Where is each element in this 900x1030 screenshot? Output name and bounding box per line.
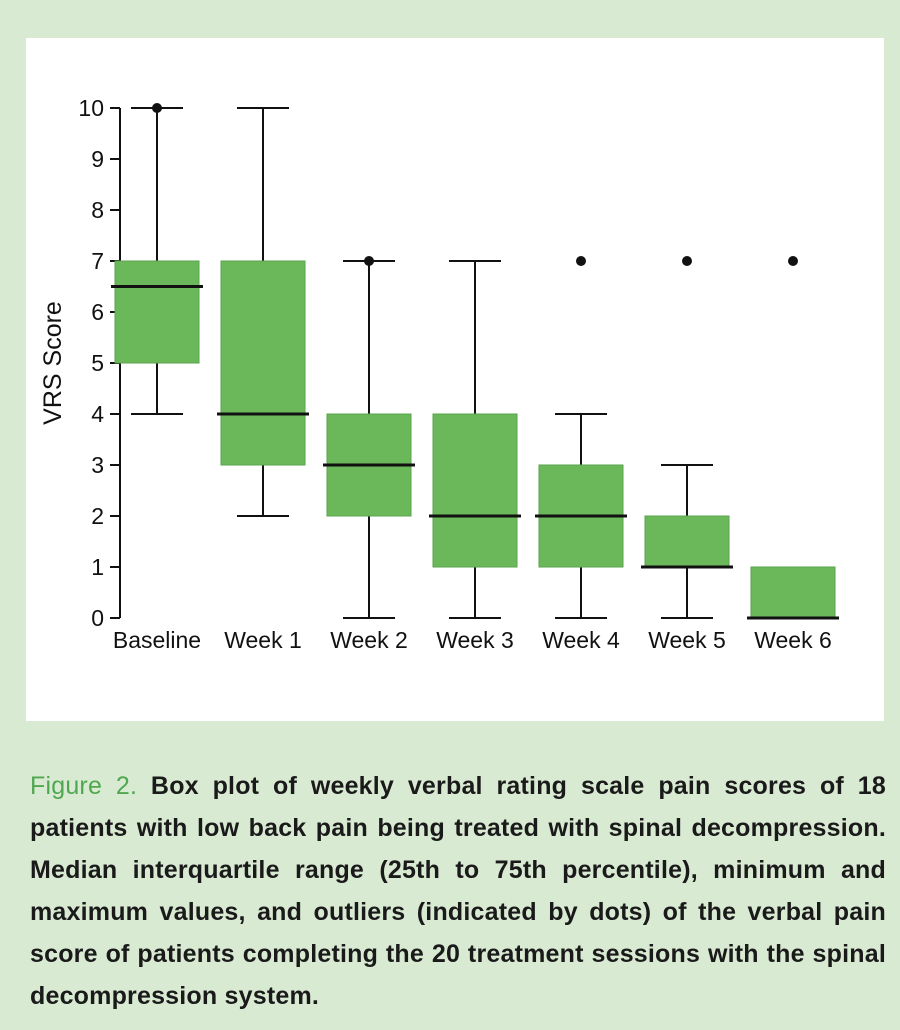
x-tick-label: Baseline bbox=[113, 627, 201, 653]
y-tick-label: 5 bbox=[91, 350, 104, 376]
y-tick-label: 7 bbox=[91, 248, 104, 274]
iqr-box bbox=[220, 260, 306, 466]
chart-panel: 0 1 2 3 4 5 6 7 8 9 10 VRS Score Baseline Week 1 Week … bbox=[26, 38, 884, 721]
x-tick-label: Week 4 bbox=[542, 627, 620, 653]
outlier-dot bbox=[576, 256, 586, 266]
y-tick-label: 9 bbox=[91, 146, 104, 172]
iqr-box bbox=[432, 413, 518, 568]
x-tick-label: Week 3 bbox=[436, 627, 514, 653]
y-tick-label: 4 bbox=[91, 401, 104, 427]
caption-lead: Figure 2. bbox=[30, 772, 138, 800]
iqr-box bbox=[644, 515, 730, 568]
y-tick-label: 1 bbox=[91, 554, 104, 580]
outlier-dot bbox=[152, 103, 162, 113]
outlier-dot bbox=[682, 256, 692, 266]
y-tick-label: 2 bbox=[91, 503, 104, 529]
caption-text: Box plot of weekly verbal rating scale p… bbox=[30, 772, 886, 1010]
y-tick-label: 0 bbox=[91, 605, 104, 631]
y-tick-label: 3 bbox=[91, 452, 104, 478]
x-tick-label: Week 5 bbox=[648, 627, 726, 653]
y-tick-label: 10 bbox=[78, 95, 104, 121]
outlier-dot bbox=[788, 256, 798, 266]
x-tick-label: Week 2 bbox=[330, 627, 408, 653]
figure-caption: Figure 2. Box plot of weekly verbal rati… bbox=[30, 765, 886, 1017]
box-plot: 0 1 2 3 4 5 6 7 8 9 10 VRS Score Baseline Week 1 Week … bbox=[39, 95, 839, 653]
x-tick-label: Week 6 bbox=[754, 627, 832, 653]
iqr-box bbox=[114, 260, 200, 364]
x-tick-label: Week 1 bbox=[224, 627, 302, 653]
outlier-dot bbox=[364, 256, 374, 266]
iqr-box bbox=[750, 566, 836, 619]
y-tick-label: 8 bbox=[91, 197, 104, 223]
y-axis-label: VRS Score bbox=[39, 301, 67, 425]
y-tick-label: 6 bbox=[91, 299, 104, 325]
